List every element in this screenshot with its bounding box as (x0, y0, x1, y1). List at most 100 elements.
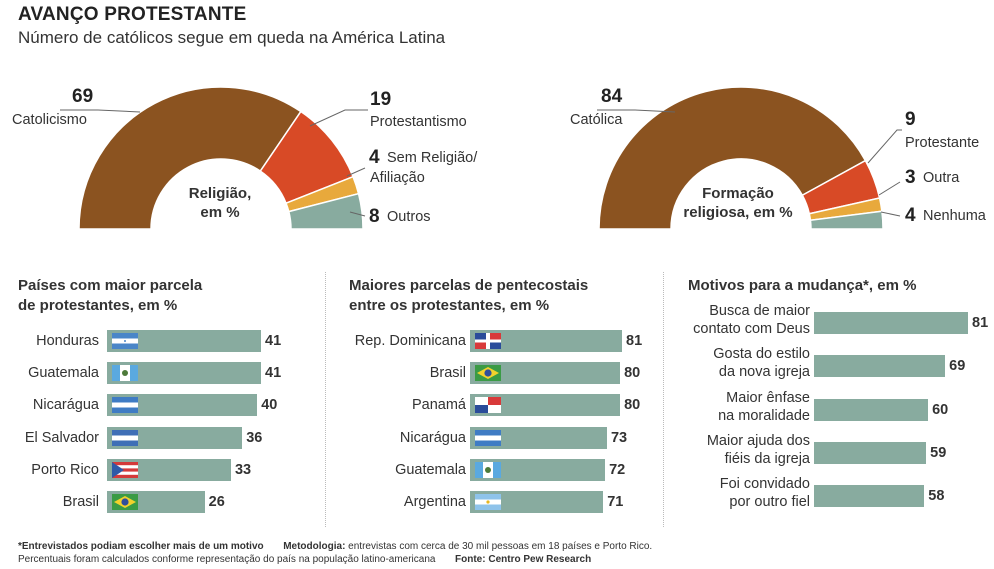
paises-flag-elsalvador (112, 429, 138, 446)
pentecostais-bar (470, 426, 607, 449)
donut-formacao-slice-3 (809, 210, 884, 230)
pentecostais-label: Guatemala (395, 461, 466, 478)
slice-label-afiliacao: Afiliação (370, 170, 425, 186)
panel-divider (325, 272, 326, 527)
motivos-value: 58 (928, 488, 945, 505)
footnote-line-1: *Entrevistados podiam escolher mais de u… (18, 541, 652, 552)
pentecostais-label: Panamá (411, 397, 466, 414)
donut-religiao-leader-line-0 (60, 109, 141, 113)
pentecostais-label: Rep. Dominicana (354, 333, 466, 349)
paises-flag-portorico (112, 461, 138, 478)
paises-flag-guatemala (112, 365, 138, 382)
motivos-label-line: Maior ênfase (726, 389, 810, 406)
slice-value-protestante: 9 (905, 109, 916, 130)
pentecostais-bar (470, 491, 604, 513)
slice-value-outra: 3 (905, 167, 916, 188)
pentecostais-value: 71 (607, 494, 624, 510)
pentecostais-bar (470, 458, 606, 481)
donut-formacao-leader-line-2 (878, 181, 901, 196)
donut-center-line: religiosa, em % (683, 204, 793, 221)
pentecostais-value: 73 (610, 429, 628, 446)
chart-title: AVANÇO PROTESTANTE (18, 4, 247, 25)
donut-religiao-leader-line-1 (309, 109, 368, 127)
chart-subtitle: Número de católicos segue em queda na Am… (18, 28, 446, 47)
motivos-label-line: fiéis da igreja (724, 450, 810, 467)
slice-value-protestantismo: 19 (370, 89, 392, 110)
slice-value-catolica: 84 (601, 86, 623, 107)
donut-formacao-leader-line-3 (880, 211, 901, 217)
paises-bar (107, 330, 261, 352)
pentecostais-label: Brasil (429, 365, 466, 382)
motivos-label-line: Foi convidado (719, 476, 810, 493)
paises-label: Guatemala (28, 365, 99, 382)
pentecostais-flag-guatemala (475, 461, 501, 478)
footnote-metodologia: entrevistas com cerca de 30 mil pessoas … (345, 541, 653, 552)
slice-value-nenhuma: 4 (905, 205, 916, 226)
panel-title-motivos: Motivos para a mudança*, em % (688, 276, 916, 296)
paises-value: 41 (265, 333, 282, 349)
donut-center-label: Formação religiosa, em % (668, 184, 808, 222)
pentecostais-bar (470, 394, 621, 417)
motivos-value: 81 (972, 315, 989, 331)
motivos-bar (814, 485, 925, 508)
paises-label: Brasil (62, 494, 99, 510)
slice-label-outra: Outra (923, 170, 960, 186)
donut-charts (60, 86, 902, 230)
motivos-value: 69 (949, 358, 966, 375)
motivos-bar (814, 312, 968, 334)
paises-label: El Salvador (24, 429, 99, 446)
pentecostais-bar (470, 362, 621, 385)
motivos-bar (814, 398, 929, 421)
paises-flag-nicaragua (112, 397, 138, 414)
donut-religiao-slice-3 (287, 192, 364, 230)
panel-title-line: Países com maior parcela (18, 277, 203, 294)
motivos-bar (814, 355, 946, 378)
slice-label-catolicismo: Catolicismo (12, 112, 87, 128)
donut-religiao-leader-line-3 (349, 211, 366, 217)
donut-center-line: Religião, (188, 185, 252, 202)
motivos-label-line: por outro fiel (729, 494, 810, 511)
motivos-label-line: contato com Deus (693, 321, 810, 337)
donut-center-line: Formação (702, 185, 774, 202)
donut-formacao-leader-line-0 (597, 109, 676, 113)
paises-value: 26 (208, 494, 225, 510)
paises-label: Honduras (36, 333, 99, 349)
motivos-label: Gosta do estilo da nova igreja (660, 345, 810, 381)
footnote-line-2: Percentuais foram calculados conforme re… (18, 554, 591, 565)
pentecostais-value: 80 (624, 397, 641, 414)
panel-title-line: Motivos para a mudança*, em % (688, 277, 917, 294)
paises-label: Porto Rico (31, 461, 99, 478)
motivos-bar (814, 441, 927, 464)
slice-value-outros: 8 (369, 206, 380, 227)
paises-value: 33 (234, 461, 252, 478)
slice-label-catolica: Católica (570, 112, 623, 128)
pentecostais-flag-argentina (475, 494, 501, 510)
footnote-metodologia-label: Metodologia: (283, 541, 346, 552)
paises-label: Nicarágua (32, 397, 99, 414)
motivos-label: Busca de maior contato com Deus (660, 302, 810, 338)
slice-value-catolicismo: 69 (72, 86, 94, 107)
slice-value-sem-religiao: 4 (369, 147, 380, 168)
donut-center-line: em % (200, 204, 240, 221)
motivos-label-line: Busca de maior (709, 303, 810, 319)
motivos-value: 59 (930, 444, 947, 461)
motivos-label: Foi convidado por outro fiel (660, 475, 810, 511)
motivos-label: Maior ajuda dos fiéis da igreja (660, 432, 810, 468)
donut-formacao-slice-0 (598, 86, 867, 230)
panel-title-line: de protestantes, em % (18, 297, 178, 314)
pentecostais-label: Argentina (403, 494, 466, 510)
donut-religiao-leader-line-2 (346, 167, 366, 177)
paises-flag-honduras (112, 333, 138, 349)
motivos-label-line: da nova igreja (718, 364, 810, 381)
pentecostais-value: 80 (624, 365, 641, 382)
paises-value: 41 (265, 365, 282, 382)
motivos-label-line: Maior ajuda dos (706, 432, 810, 449)
paises-bar (107, 426, 243, 449)
pentecostais-flag-dominicana (475, 333, 501, 349)
slice-label-outros: Outros (387, 209, 431, 225)
footnote-fonte: Fonte: Centro Pew Research (455, 554, 592, 565)
motivos-label: Maior ênfase na moralidade (660, 389, 810, 425)
pentecostais-flag-brasil (475, 365, 501, 382)
pentecostais-value: 72 (609, 461, 626, 478)
pentecostais-value: 81 (626, 333, 643, 349)
